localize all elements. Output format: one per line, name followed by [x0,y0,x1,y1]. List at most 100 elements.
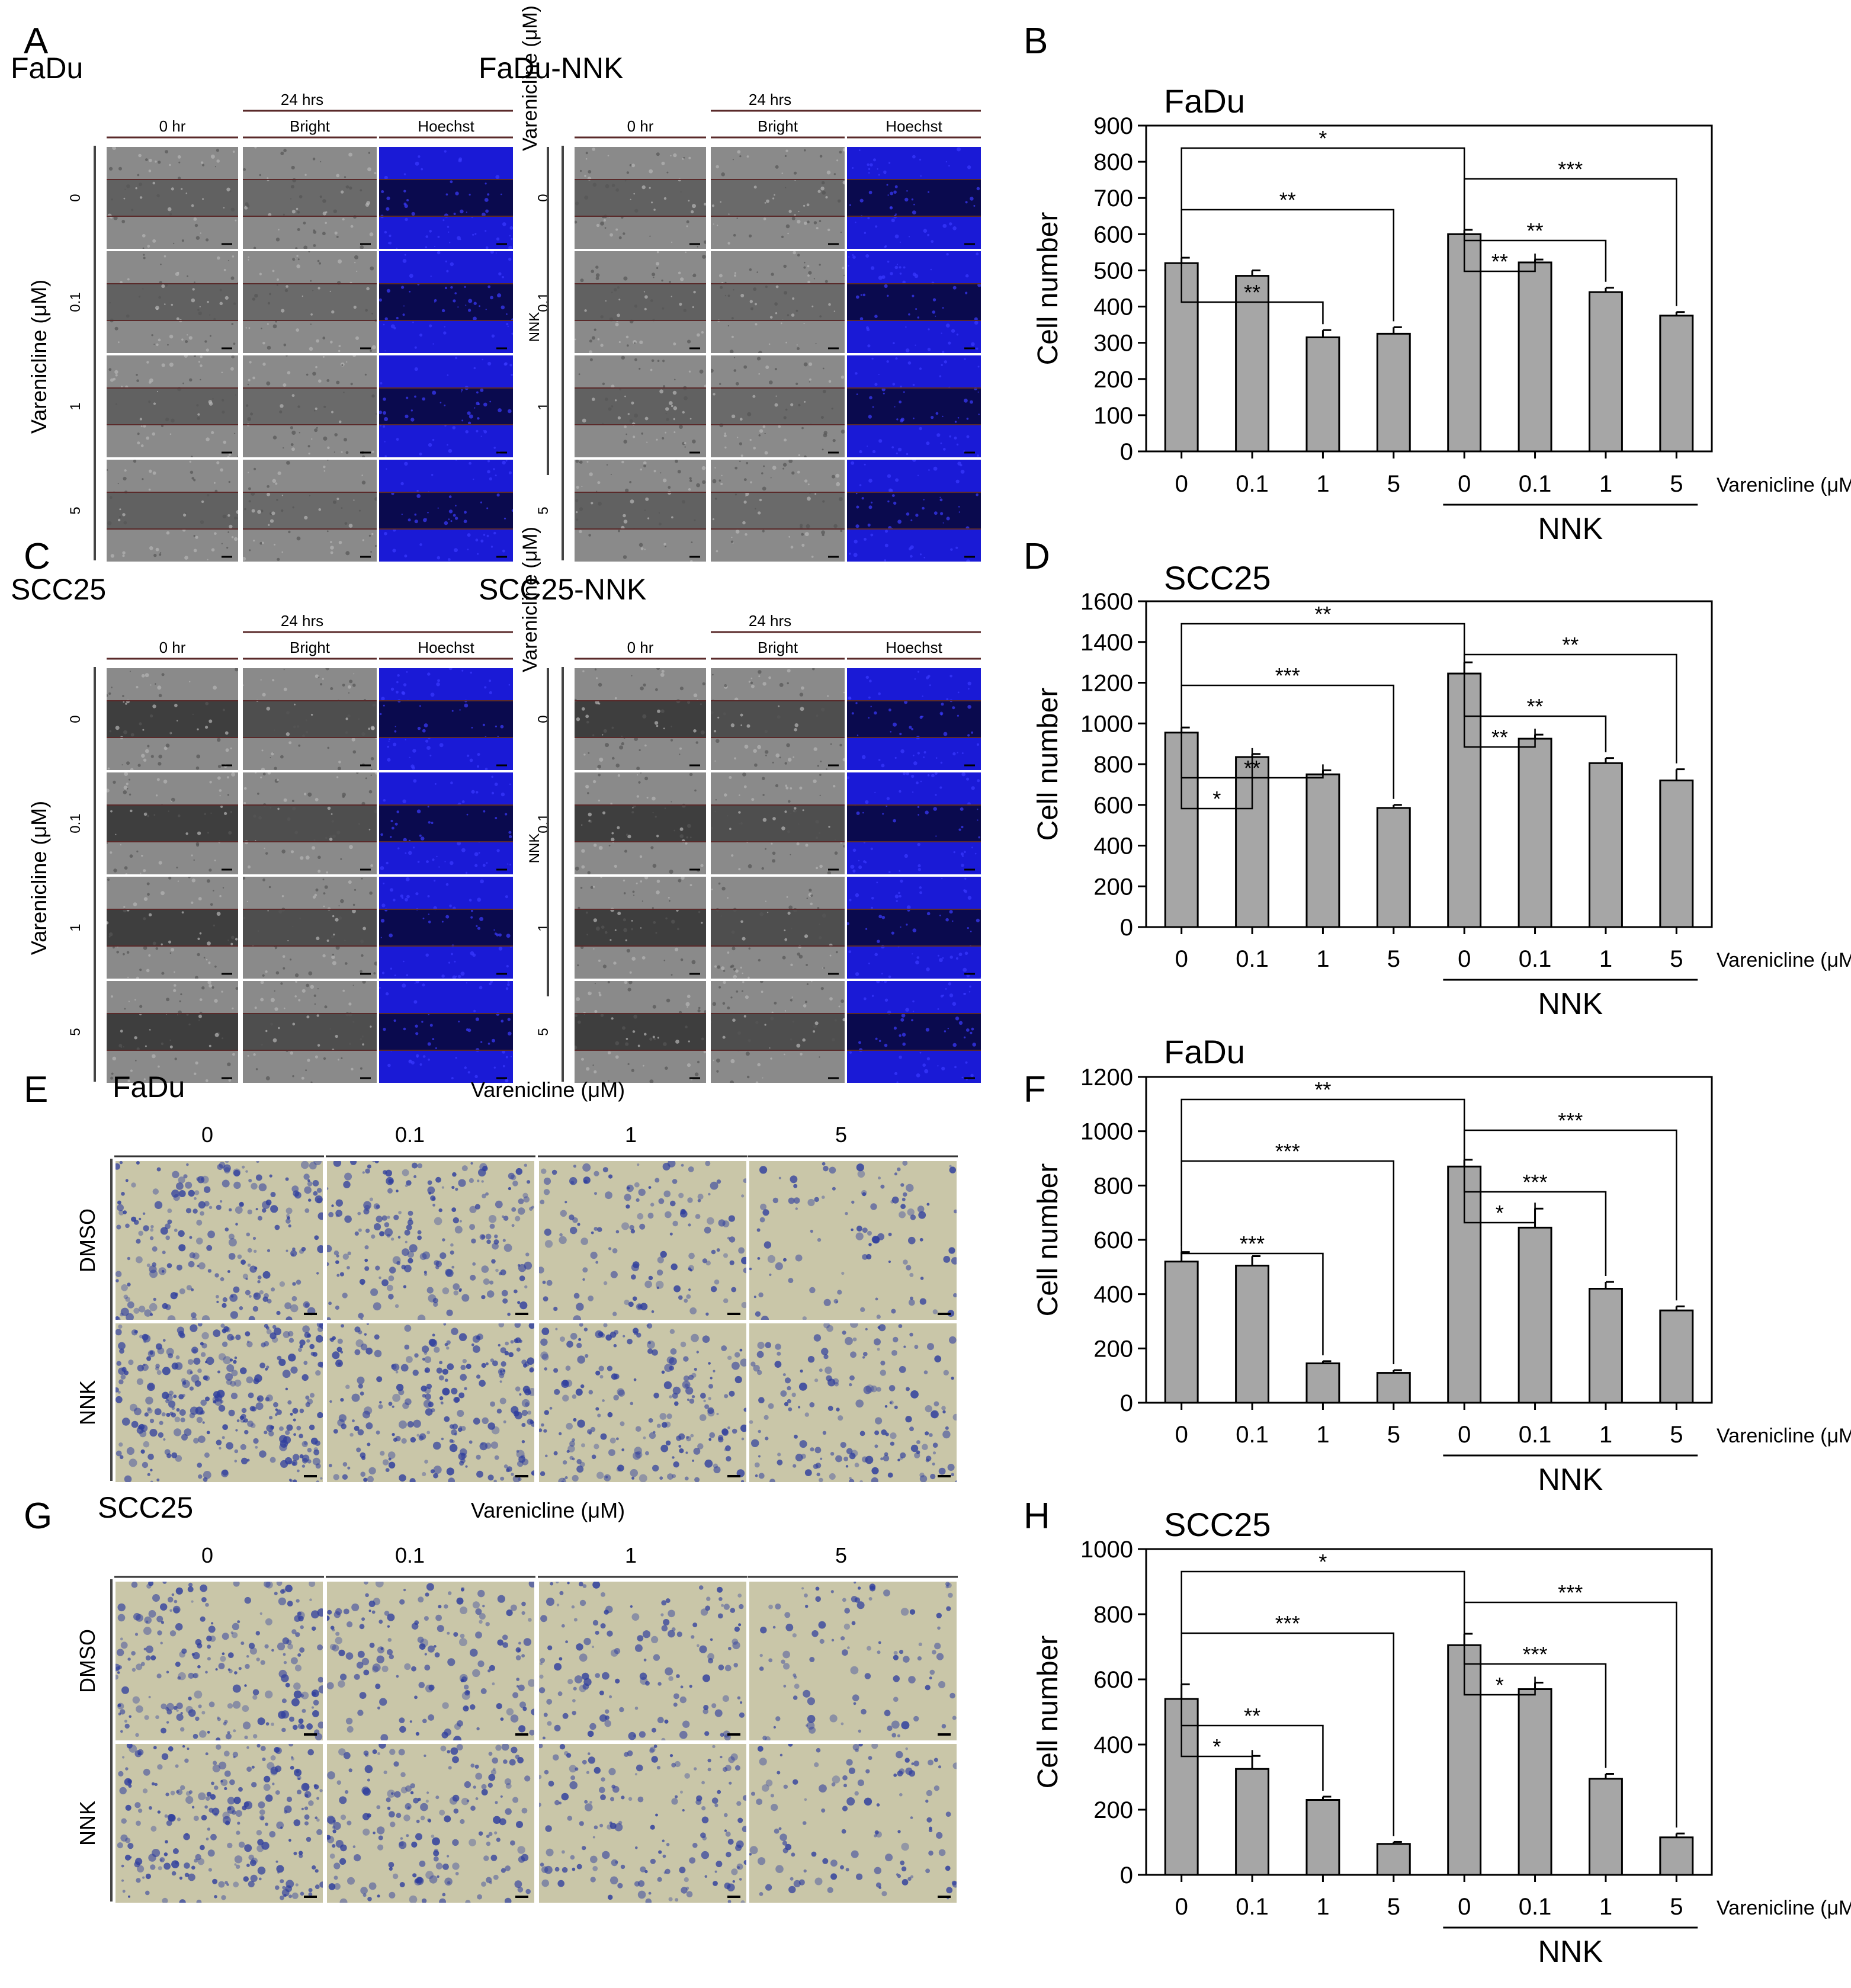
microscopy-tile [107,147,238,249]
x-tick-label: 0 [1458,946,1471,972]
treatment-row-label: NNK [75,1380,100,1425]
significance-label: ** [1244,280,1260,304]
transwell-tile [539,1582,746,1740]
y-tick-label: 1000 [1080,1119,1133,1145]
bar [1235,1768,1270,1876]
dose-column-label: 5 [835,1123,847,1147]
significance-label: *** [1275,1611,1300,1636]
microscopy-tile [575,147,706,249]
significance-bracket [1180,1098,1465,1246]
y-tick-label: 800 [1093,1173,1133,1199]
significance-bracket [1180,252,1324,325]
microscopy-tile [107,355,238,457]
x-axis-label: Varenicline (μM) [1717,949,1851,971]
dose-column-label: 0 [201,1543,213,1567]
y-tick-label: 1400 [1080,630,1133,656]
time-0-label: 0 hr [159,117,186,135]
x-tick-label: 5 [1670,1894,1683,1920]
transwell-tile [116,1161,323,1320]
y-tick-label: 700 [1093,185,1133,211]
x-tick-label: 5 [1387,471,1400,497]
bar [1305,773,1340,928]
y-tick-label: 1200 [1080,1064,1133,1091]
y-tick-label: 600 [1093,222,1133,248]
transwell-tile [327,1582,534,1740]
microscopy-tile [107,251,238,353]
transwell-tile [116,1323,323,1482]
microscopy-tile [243,981,377,1083]
transwell-panel-g: SCC25 Varenicline (μM) 0 0.1 1 5 DMSO NNK [75,1491,958,1903]
significance-label: ** [1491,249,1508,274]
microscopy-tile [847,355,981,457]
microscopy-tile [243,772,377,874]
x-axis-label: Varenicline (μM) [1717,474,1851,496]
dose-column-label: 5 [835,1543,847,1567]
bar [1376,1372,1411,1404]
y-tick-label: 1000 [1080,1537,1133,1563]
significance-bracket [1180,209,1395,322]
hoechst-label: Hoechst [418,117,474,135]
y-tick-label: 400 [1093,1732,1133,1758]
cell-line-title: SCC25 [98,1491,193,1524]
significance-bracket [1180,1678,1253,1758]
y-tick-label: 0 [1120,1390,1133,1416]
transwell-tile [327,1161,534,1320]
x-tick-label: 0 [1458,1422,1471,1448]
microscopy-tile [711,251,845,353]
x-tick-label: 5 [1670,1422,1683,1448]
panel-letter-a: A [24,21,49,62]
hoechst-label: Hoechst [886,639,942,656]
x-tick-label: 5 [1670,946,1683,972]
microscopy-tile [847,460,981,562]
bright-label: Bright [758,117,798,135]
transwell-tile [749,1744,957,1903]
significance-label: ** [1491,725,1508,749]
varenicline-axis-label: Varenicline (μM) [27,801,51,955]
transwell-tile [327,1323,534,1482]
x-tick-label: 5 [1387,946,1400,972]
plot-frame [1145,1548,1713,1876]
varenicline-axis-label-right: Varenicline (μM) [519,527,541,672]
hoechst-label: Hoechst [418,639,474,656]
time-24-label: 24 hrs [749,91,791,108]
microscopy-tile [711,981,845,1083]
y-tick-label: 200 [1093,367,1133,393]
microscopy-tile [575,772,706,874]
y-tick-label: 500 [1093,258,1133,284]
transwell-tile [116,1744,323,1903]
panel-letter-g: G [24,1496,52,1537]
time-0-label: 0 hr [627,117,654,135]
transwell-tile [749,1582,957,1740]
x-tick-label: 5 [1387,1422,1400,1448]
bar [1518,1226,1552,1404]
varenicline-axis-label: Varenicline (μM) [27,280,51,434]
bar [1588,291,1623,453]
cell-line-title: FaDu [11,52,83,85]
panel-letter-c: C [24,536,50,577]
significance-label: * [1319,1550,1327,1574]
y-tick-label: 0 [1120,1862,1133,1888]
y-axis-label: Cell number [1032,1636,1064,1789]
x-tick-label: 0 [1175,946,1188,972]
significance-bracket [1463,224,1536,272]
cell-line-title: FaDu-NNK [479,52,623,85]
x-tick-label: 0.1 [1236,1422,1269,1448]
dose-row-label: 5 [68,506,84,514]
microscopy-tile [575,355,706,457]
transwell-tile [539,1744,746,1903]
dose-row-label: 0 [68,715,84,723]
microscopy-tile [379,668,513,770]
significance-bracket [1180,147,1465,252]
significance-bracket [1463,1601,1677,1828]
x-tick-label: 5 [1387,1894,1400,1920]
significance-label: * [1212,1734,1221,1759]
bar [1659,1309,1694,1404]
significance-bracket [1463,656,1536,748]
bar [1588,1778,1623,1876]
bar [1518,261,1552,453]
significance-bracket [1180,1246,1324,1355]
bar [1518,1688,1552,1876]
significance-label: *** [1558,157,1583,181]
significance-label: *** [1523,1642,1548,1666]
hoechst-label: Hoechst [886,117,942,135]
